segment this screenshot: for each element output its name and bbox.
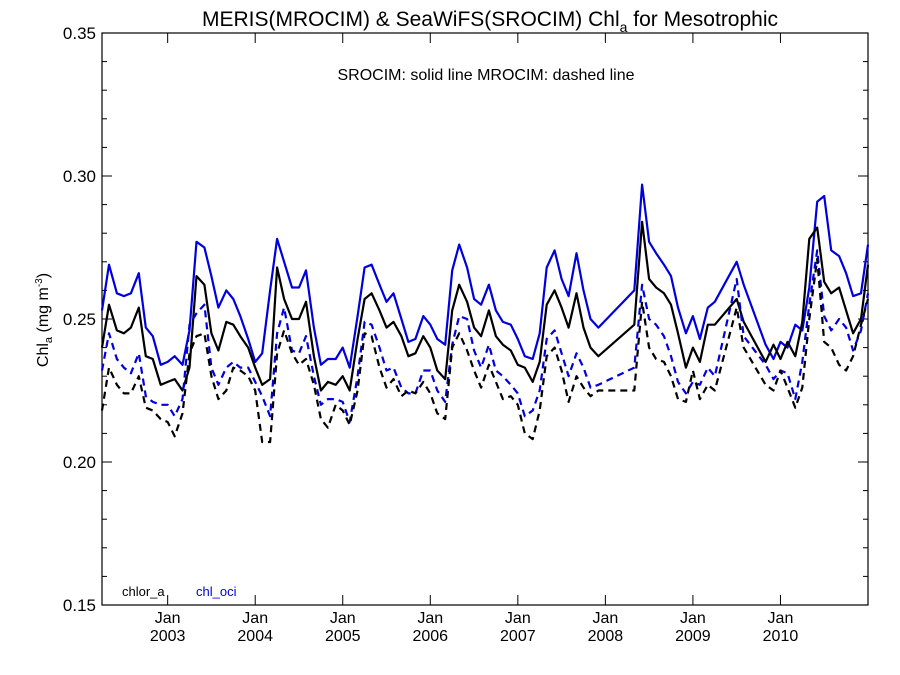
- chart-title-subscript: a: [620, 19, 628, 35]
- chart-title: MERIS(MROCIM) & SeaWiFS(SROCIM) Chla for…: [202, 8, 778, 35]
- plot-frame: [101, 32, 869, 606]
- y-tick-label: 0.20: [63, 453, 96, 472]
- series-lines: [100, 183, 870, 444]
- y-tick-label: 0.15: [63, 596, 96, 615]
- series-chl-oci-solid: [100, 183, 870, 369]
- y-axis: 0.15 0.20 0.25 0.30 0.35: [63, 24, 868, 615]
- legend-chl-oci: chl_oci: [196, 584, 237, 599]
- x-tick-year: 2007: [500, 628, 536, 645]
- y-tick-label: 0.30: [63, 167, 96, 186]
- y-axis-label-subscript: a: [43, 336, 55, 343]
- series-chl-oci-dashed: [100, 249, 870, 424]
- x-tick-month: Jan: [417, 610, 443, 627]
- x-tick-year: 2005: [325, 628, 361, 645]
- x-tick-year: 2008: [588, 628, 624, 645]
- x-tick-month: Jan: [155, 610, 181, 627]
- x-tick-month: Jan: [505, 610, 531, 627]
- x-tick-year: 2006: [412, 628, 448, 645]
- x-tick-month: Jan: [592, 610, 618, 627]
- y-axis-label-superscript: -3: [34, 278, 45, 287]
- y-tick-label: 0.35: [63, 24, 96, 43]
- x-tick-month: Jan: [768, 610, 794, 627]
- series-chlor-a-dashed: [100, 257, 870, 444]
- y-tick-label: 0.25: [63, 310, 96, 329]
- x-tick-year: 2009: [675, 628, 711, 645]
- legend-chlor-a: chlor_a: [122, 584, 165, 599]
- x-tick-year: 2003: [150, 628, 186, 645]
- annotation-line-styles: SROCIM: solid line MROCIM: dashed line: [338, 67, 635, 84]
- x-tick-month: Jan: [242, 610, 268, 627]
- y-axis-label: Chla (mg m-3): [34, 273, 55, 367]
- x-tick-month: Jan: [330, 610, 356, 627]
- x-tick-year: 2004: [237, 628, 273, 645]
- series-chlor-a-solid: [100, 220, 870, 392]
- x-tick-year: 2010: [763, 628, 799, 645]
- x-tick-month: Jan: [680, 610, 706, 627]
- x-axis: Jan2003Jan2004Jan2005Jan2006Jan2007Jan20…: [150, 33, 798, 645]
